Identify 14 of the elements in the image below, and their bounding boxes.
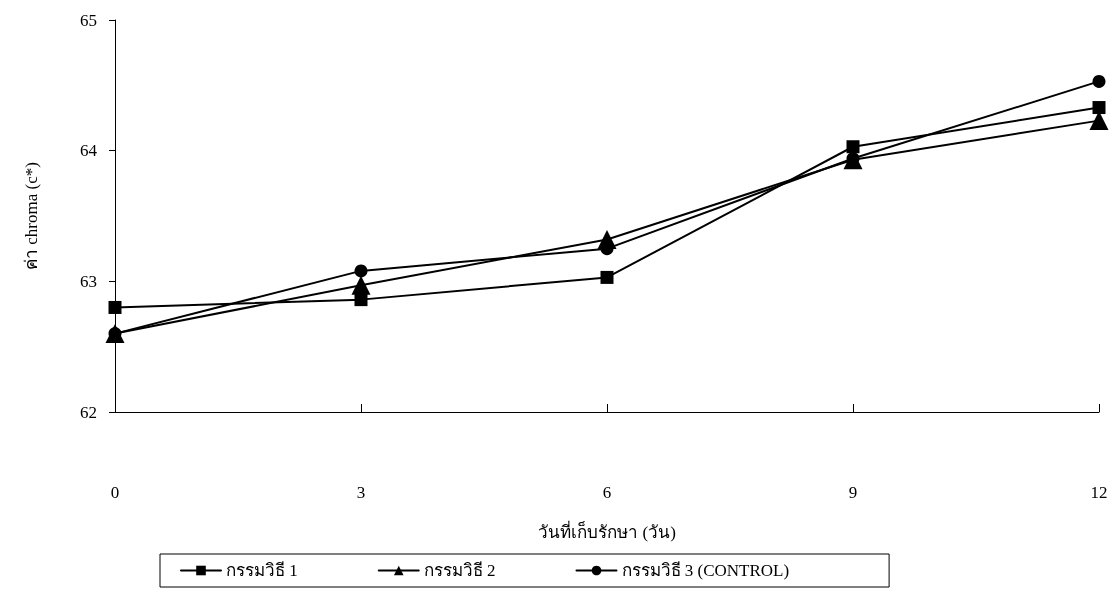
legend-label: กรรมวิธี 1 xyxy=(226,561,298,580)
y-tick-label: 62 xyxy=(80,402,97,422)
x-tick-label: 12 xyxy=(1090,483,1108,502)
y-tick-label: 63 xyxy=(80,271,97,291)
y-axis-title: ค่า chroma (c*) xyxy=(22,162,41,270)
legend-label: กรรมวิธี 2 xyxy=(423,561,496,580)
x-tick-label: 3 xyxy=(356,483,366,502)
legend-label: กรรมวิธี 3 (CONTROL) xyxy=(621,561,790,580)
y-tick-label: 64 xyxy=(80,141,98,161)
x-tick-label: 9 xyxy=(848,483,858,502)
y-tick-label: 65 xyxy=(80,10,97,30)
x-axis-title: วันที่เก็บรักษา (วัน) xyxy=(538,520,676,542)
x-tick-label: 6 xyxy=(602,483,612,502)
x-tick-label: 0 xyxy=(110,483,120,502)
